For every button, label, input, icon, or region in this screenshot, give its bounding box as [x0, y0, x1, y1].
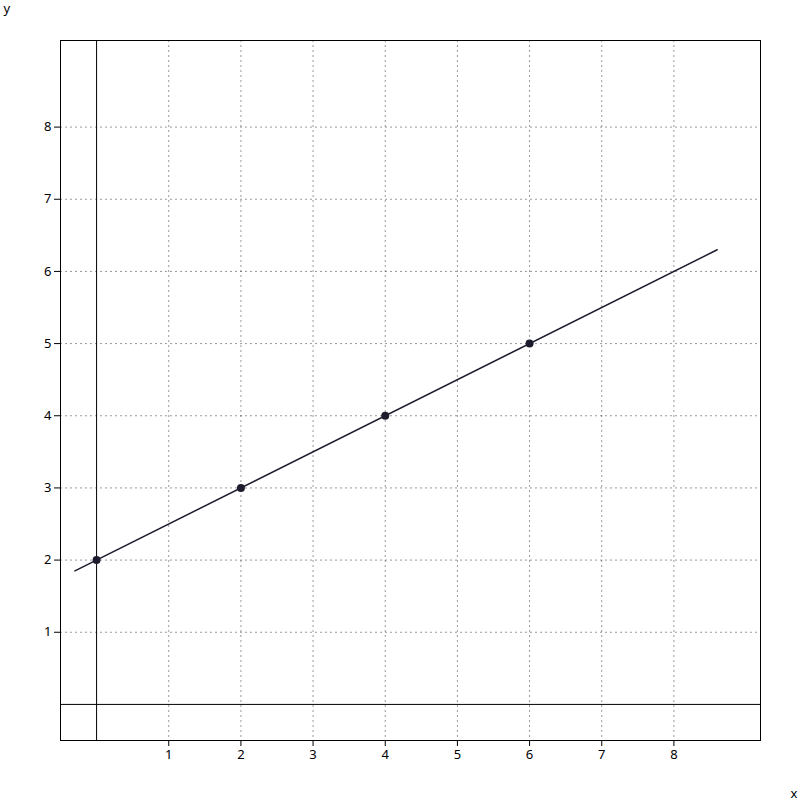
- svg-text:4: 4: [382, 745, 390, 763]
- svg-text:y: y: [4, 0, 11, 17]
- svg-text:2: 2: [237, 745, 244, 763]
- svg-text:8: 8: [44, 117, 51, 135]
- svg-text:1: 1: [44, 622, 51, 640]
- svg-text:2: 2: [44, 550, 51, 568]
- svg-text:x: x: [791, 784, 798, 800]
- svg-text:6: 6: [44, 262, 51, 280]
- svg-text:7: 7: [44, 189, 51, 207]
- svg-text:5: 5: [454, 745, 461, 763]
- svg-text:4: 4: [44, 406, 52, 424]
- svg-text:3: 3: [309, 745, 316, 763]
- svg-text:3: 3: [44, 478, 51, 496]
- svg-text:1: 1: [165, 745, 172, 763]
- svg-text:8: 8: [670, 745, 677, 763]
- svg-text:7: 7: [598, 745, 605, 763]
- svg-text:6: 6: [526, 745, 533, 763]
- svg-text:5: 5: [44, 334, 51, 352]
